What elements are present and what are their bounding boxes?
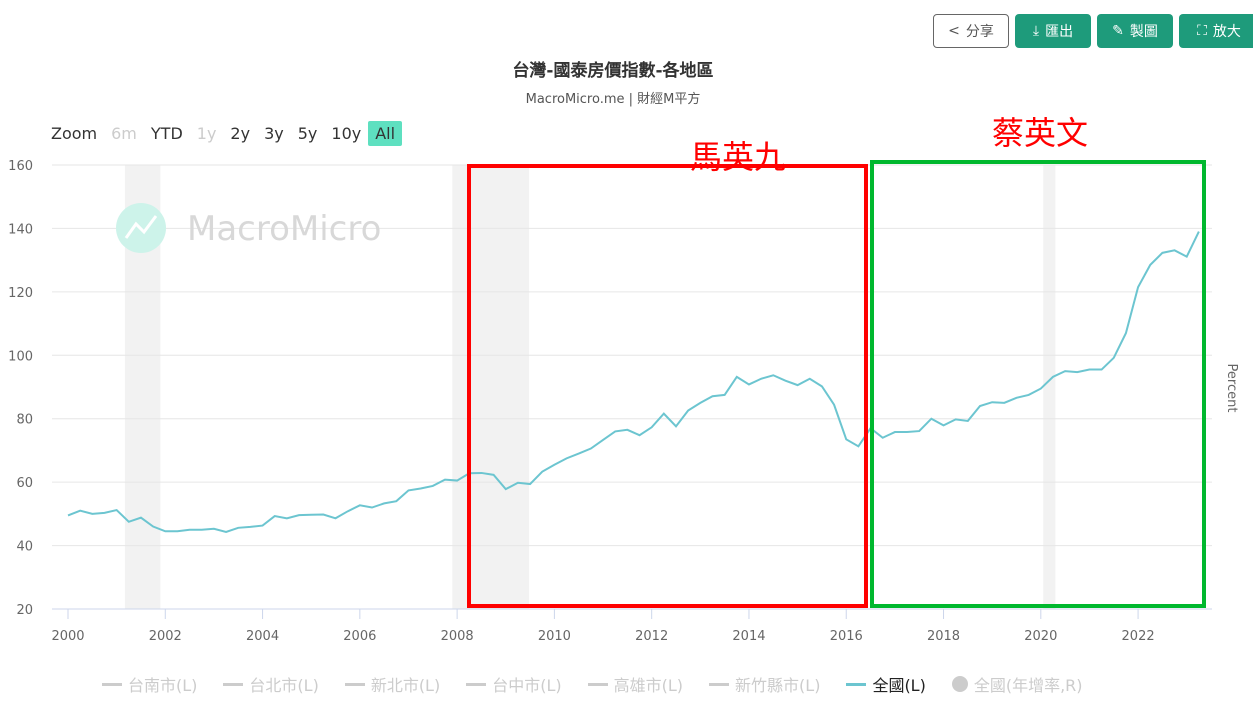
- annotation-box-tsai: [870, 160, 1206, 608]
- legend-label: 台北市(L): [249, 676, 319, 695]
- chart-subtitle: MacroMicro.me | 財經M平方: [525, 92, 701, 107]
- zoom-3y[interactable]: 3y: [264, 124, 284, 143]
- legend-item[interactable]: 台中市(L): [466, 672, 562, 696]
- y-tick-label: 60: [16, 476, 33, 491]
- series-line-national: [67, 231, 1200, 533]
- zoom-5y[interactable]: 5y: [297, 124, 318, 143]
- x-tick-label: 2018: [927, 629, 960, 644]
- legend-item[interactable]: 新北市(L): [344, 672, 441, 696]
- zoom-2y[interactable]: 2y: [230, 124, 251, 143]
- y-tick-label: 80: [16, 413, 33, 428]
- zoom-6m: 6m: [111, 124, 137, 143]
- x-tick-label: 2012: [635, 629, 668, 644]
- legend-item[interactable]: 高雄市(L): [587, 672, 684, 696]
- x-tick-label: 2008: [441, 629, 474, 644]
- shaded-period: [452, 165, 530, 609]
- legend-item[interactable]: 台南市(L): [102, 672, 197, 696]
- legend-label: 新北市(L): [370, 676, 441, 695]
- zoom-10y[interactable]: 10y: [331, 124, 362, 143]
- zoom-label: Zoom: [51, 124, 98, 143]
- legend-label: 台南市(L): [128, 676, 198, 695]
- x-tick-label: 2006: [343, 629, 376, 644]
- zoom-1y: 1y: [196, 124, 217, 143]
- enlarge-button[interactable]: ⛶ 放大: [1179, 14, 1253, 48]
- x-tick-label: 2010: [538, 629, 571, 644]
- legend-item[interactable]: 全國(年增率,R): [951, 672, 1083, 696]
- circle-marker-icon: [951, 676, 968, 692]
- line-marker-icon: [102, 682, 122, 686]
- x-tick-label: 2004: [246, 629, 279, 644]
- zoom-range-selector: Zoom 6m YTD 1y 2y 3y 5y 10y All: [51, 121, 403, 146]
- legend-item[interactable]: 全國(L): [846, 672, 926, 696]
- legend: 台南市(L) 台北市(L) 新北市(L) 台中市(L) 高雄市(L) 新竹縣市(L) 全國(…: [102, 672, 1083, 696]
- line-marker-icon: [846, 682, 867, 686]
- chart-title: 台灣-國泰房價指數-各地區: [512, 61, 714, 81]
- line-marker-icon: [344, 682, 365, 686]
- export-button[interactable]: ⤓ 匯出: [1015, 14, 1091, 48]
- y-tick-label: 20: [16, 603, 33, 618]
- share-button[interactable]: < 分享: [933, 14, 1009, 48]
- zoom-YTD[interactable]: YTD: [150, 124, 183, 143]
- legend-item[interactable]: 台北市(L): [223, 672, 319, 696]
- x-tick-label: 2000: [51, 629, 84, 644]
- legend-label: 高雄市(L): [613, 676, 684, 695]
- share-icon: <: [948, 23, 960, 39]
- line-marker-icon: [587, 682, 608, 686]
- annotation-box-ma: [467, 164, 868, 608]
- y-tick-label: 140: [8, 222, 33, 237]
- annotation-label-ma: 馬英九: [690, 138, 786, 176]
- expand-icon: ⛶: [1197, 23, 1207, 39]
- y-tick-label: 40: [16, 540, 33, 555]
- line-marker-icon: [223, 682, 244, 686]
- legend-label: 台中市(L): [492, 676, 562, 695]
- line-marker-icon: [709, 682, 730, 686]
- y-axis-right-label: Percent: [1224, 364, 1239, 413]
- x-tick-label: 2014: [732, 629, 765, 644]
- make-chart-button[interactable]: ✎ 製圖: [1097, 14, 1173, 48]
- watermark-logo-icon: [124, 215, 158, 239]
- legend-label: 全國(L): [872, 676, 926, 695]
- x-tick-label: 2002: [149, 629, 182, 644]
- y-tick-label: 120: [8, 286, 33, 301]
- y-tick-label: 160: [8, 159, 33, 174]
- pencil-icon: ✎: [1112, 23, 1124, 39]
- legend-label: 新竹縣市(L): [735, 676, 821, 695]
- legend-label: 全國(年增率,R): [973, 676, 1083, 695]
- watermark-text: MacroMicro: [187, 209, 381, 249]
- x-tick-label: 2020: [1024, 629, 1057, 644]
- y-tick-label: 100: [8, 349, 33, 364]
- line-marker-icon: [466, 682, 487, 686]
- download-icon: ⤓: [1032, 23, 1040, 39]
- x-tick-label: 2016: [830, 629, 863, 644]
- x-tick-label: 2022: [1122, 629, 1155, 644]
- shaded-period: [1043, 165, 1056, 609]
- legend-item[interactable]: 新竹縣市(L): [709, 672, 820, 696]
- zoom-All[interactable]: All: [368, 121, 403, 146]
- annotation-label-tsai: 蔡英文: [992, 114, 1088, 152]
